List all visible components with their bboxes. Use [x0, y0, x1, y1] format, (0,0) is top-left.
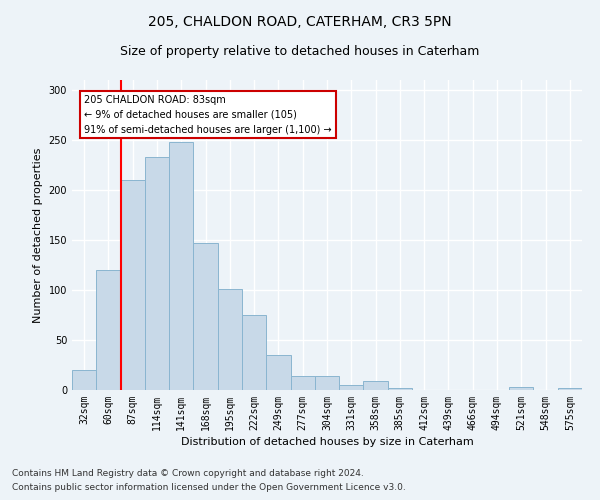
Text: Contains public sector information licensed under the Open Government Licence v3: Contains public sector information licen…	[12, 484, 406, 492]
Bar	[242, 315, 266, 390]
Bar	[266, 355, 290, 390]
Bar	[290, 376, 315, 390]
Bar	[193, 243, 218, 390]
Text: 205, CHALDON ROAD, CATERHAM, CR3 5PN: 205, CHALDON ROAD, CATERHAM, CR3 5PN	[148, 15, 452, 29]
Bar	[509, 387, 533, 390]
Bar	[72, 370, 96, 390]
Bar	[364, 381, 388, 390]
Text: 205 CHALDON ROAD: 83sqm
← 9% of detached houses are smaller (105)
91% of semi-de: 205 CHALDON ROAD: 83sqm ← 9% of detached…	[84, 95, 332, 134]
Y-axis label: Number of detached properties: Number of detached properties	[33, 148, 43, 322]
Bar	[96, 270, 121, 390]
Text: Size of property relative to detached houses in Caterham: Size of property relative to detached ho…	[121, 45, 479, 58]
Bar	[169, 142, 193, 390]
Bar	[121, 180, 145, 390]
Bar	[315, 376, 339, 390]
Bar	[388, 388, 412, 390]
Text: Contains HM Land Registry data © Crown copyright and database right 2024.: Contains HM Land Registry data © Crown c…	[12, 468, 364, 477]
Bar	[145, 157, 169, 390]
Bar	[339, 385, 364, 390]
X-axis label: Distribution of detached houses by size in Caterham: Distribution of detached houses by size …	[181, 437, 473, 447]
Bar	[558, 388, 582, 390]
Bar	[218, 289, 242, 390]
